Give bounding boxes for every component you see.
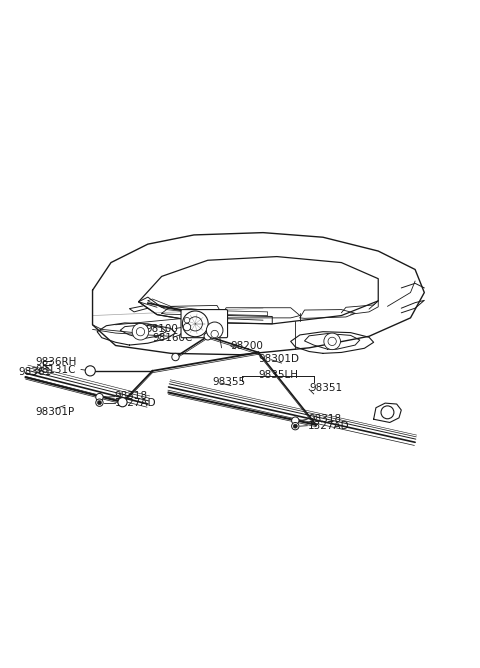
Circle shape	[97, 401, 101, 405]
Text: 98301D: 98301D	[258, 354, 300, 364]
Circle shape	[96, 399, 103, 406]
Text: 9835LH: 9835LH	[258, 371, 299, 381]
Circle shape	[183, 323, 191, 331]
Circle shape	[182, 311, 208, 337]
Circle shape	[118, 397, 127, 407]
Circle shape	[184, 317, 190, 323]
Text: 98200: 98200	[231, 341, 264, 351]
Text: 98160C: 98160C	[153, 333, 193, 343]
Circle shape	[206, 322, 223, 339]
Text: 98100: 98100	[145, 325, 179, 335]
Text: 98351: 98351	[309, 383, 342, 393]
Circle shape	[96, 393, 103, 401]
Circle shape	[132, 323, 149, 340]
FancyBboxPatch shape	[181, 309, 228, 338]
Circle shape	[172, 353, 179, 361]
Circle shape	[293, 424, 297, 428]
Circle shape	[85, 366, 96, 376]
Text: 98361: 98361	[19, 367, 52, 377]
Circle shape	[328, 337, 336, 345]
Circle shape	[204, 333, 211, 340]
Text: 1327AD: 1327AD	[308, 421, 350, 431]
Circle shape	[292, 417, 299, 424]
Text: 98301P: 98301P	[35, 407, 74, 418]
Circle shape	[324, 333, 340, 349]
Circle shape	[188, 317, 203, 331]
Text: 98355: 98355	[212, 377, 245, 387]
Circle shape	[381, 406, 394, 419]
Circle shape	[211, 330, 218, 338]
Text: 98131C: 98131C	[35, 365, 75, 375]
Circle shape	[292, 422, 299, 430]
Text: 1327AD: 1327AD	[115, 397, 156, 407]
Text: 98318: 98318	[115, 391, 148, 401]
Circle shape	[136, 327, 144, 336]
Text: 98318: 98318	[308, 414, 341, 424]
Text: 9836RH: 9836RH	[35, 357, 76, 367]
